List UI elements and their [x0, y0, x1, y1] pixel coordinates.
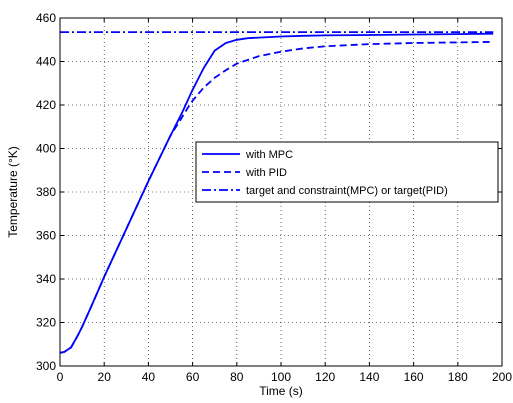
x-tick-label: 200: [492, 370, 512, 384]
legend-entry-mpc: with MPC: [245, 149, 293, 161]
x-axis-label: Time (s): [259, 384, 303, 398]
legend-entry-target: target and constraint(MPC) or target(PID…: [246, 185, 448, 197]
series-lines: [59, 31, 494, 354]
y-tick-label: 460: [36, 11, 56, 25]
x-tick-label: 180: [448, 370, 468, 384]
axis-ticks: 0 20 40 60 80 100 120 140 160 180 200 300 320 340 360 3…: [36, 11, 512, 384]
x-tick-label: 80: [230, 370, 244, 384]
legend: with MPC with PID target and constraint(…: [195, 141, 499, 203]
y-tick-label: 420: [36, 98, 56, 112]
y-tick-label: 360: [36, 229, 56, 243]
y-axis-label: Temperature (°K): [6, 146, 20, 238]
y-tick-label: 340: [36, 272, 56, 286]
x-tick-label: 100: [271, 370, 291, 384]
y-tick-label: 440: [36, 55, 56, 69]
legend-entry-pid: with PID: [245, 167, 287, 179]
x-tick-label: 60: [186, 370, 200, 384]
x-tick-label: 140: [359, 370, 379, 384]
x-tick-label: 160: [404, 370, 424, 384]
y-tick-label: 320: [36, 316, 56, 330]
x-tick-label: 20: [98, 370, 112, 384]
series-line-pid: [59, 41, 494, 354]
y-tick-label: 400: [36, 142, 56, 156]
y-tick-label: 300: [36, 359, 56, 373]
x-tick-label: 0: [57, 370, 64, 384]
legend-box: [195, 141, 499, 203]
y-tick-label: 380: [36, 185, 56, 199]
x-tick-label: 120: [315, 370, 335, 384]
x-tick-label: 40: [142, 370, 156, 384]
